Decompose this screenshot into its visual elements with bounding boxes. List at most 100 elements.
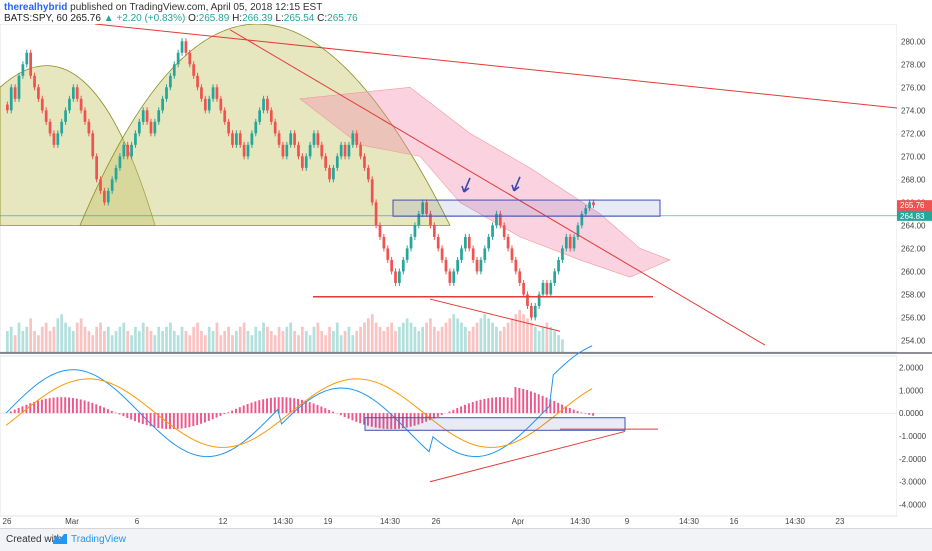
macd-histogram-bar	[258, 400, 260, 413]
candle-body	[29, 53, 32, 76]
volume-bar	[320, 331, 323, 352]
volume-bar	[161, 331, 164, 352]
open-value: 265.89	[199, 13, 230, 24]
candle-body	[91, 133, 94, 156]
volume-bar	[402, 323, 405, 352]
candle-body	[507, 237, 510, 249]
macd-histogram-bar	[262, 399, 264, 413]
candle-body	[119, 156, 122, 168]
volume-bar	[371, 314, 374, 352]
macd-histogram-bar	[10, 411, 12, 413]
macd-histogram-bar	[216, 413, 218, 417]
volume-bar	[146, 327, 149, 352]
candle-body	[367, 168, 370, 180]
time-tick-label: 19	[324, 517, 333, 526]
price-tick-label: 280.00	[901, 37, 926, 46]
macd-histogram-bar	[227, 412, 229, 413]
candle-body	[95, 156, 98, 179]
volume-bar	[185, 331, 188, 352]
macd-histogram-bar	[472, 402, 474, 413]
volume-bar	[406, 318, 409, 352]
candle-body	[394, 271, 397, 283]
macd-histogram-bar	[68, 397, 70, 413]
volume-bar	[274, 335, 277, 352]
price-chart[interactable]: 254.00256.00258.00260.00262.00264.00266.…	[0, 24, 932, 528]
price-tick-label: 268.00	[901, 175, 926, 184]
candle-body	[363, 156, 366, 168]
price-tick-label: 260.00	[901, 267, 926, 276]
candle-body	[282, 145, 285, 157]
macd-tick-label: 1.0000	[899, 386, 924, 395]
macd-tick-label: 0.0000	[899, 409, 924, 418]
candle-body	[223, 110, 226, 122]
candle-body	[402, 260, 405, 272]
candle-body	[192, 64, 195, 76]
author-name[interactable]: therealhybrid	[4, 2, 67, 13]
candle-body	[84, 110, 87, 122]
candle-body	[216, 87, 219, 99]
candle-body	[379, 225, 382, 237]
macd-histogram-bar	[301, 400, 303, 413]
candle-body	[10, 87, 13, 110]
candle-body	[270, 110, 273, 122]
candle-body	[386, 248, 389, 260]
macd-histogram-bar	[340, 413, 342, 415]
candle-body	[200, 87, 203, 99]
time-tick-label: 12	[219, 517, 228, 526]
macd-tick-label: -4.0000	[899, 501, 927, 510]
macd-histogram-bar	[49, 398, 51, 413]
candle-body	[530, 306, 533, 318]
candle-body	[557, 260, 560, 272]
volume-bar	[115, 331, 118, 352]
candle-body	[99, 179, 102, 191]
price-badge-text: 264.83	[900, 212, 925, 221]
volume-bar	[80, 318, 83, 352]
macd-histogram-bar	[530, 391, 532, 413]
volume-bar	[254, 327, 257, 352]
macd-histogram-bar	[107, 409, 109, 413]
tradingview-brand[interactable]: TradingView	[71, 534, 126, 545]
macd-histogram-bar	[219, 413, 221, 416]
candle-body	[336, 156, 339, 168]
candle-body	[340, 145, 343, 157]
macd-histogram-bar	[592, 413, 594, 416]
candle-body	[243, 145, 246, 157]
macd-histogram-bar	[580, 412, 582, 413]
volume-bar	[18, 323, 21, 352]
volume-bar	[247, 331, 250, 352]
footer: Created with TradingView	[0, 528, 932, 551]
macd-histogram-bar	[351, 413, 353, 420]
macd-histogram-bar	[266, 398, 268, 413]
candle-body	[262, 99, 265, 111]
candle-body	[301, 156, 304, 168]
macd-histogram-bar	[204, 413, 206, 422]
candle-body	[231, 133, 234, 145]
candle-body	[126, 145, 129, 157]
time-tick-label: Mar	[65, 517, 79, 526]
macd-histogram-bar	[169, 413, 171, 429]
volume-bar	[549, 327, 552, 352]
volume-bar	[64, 323, 67, 352]
macd-histogram-bar	[76, 399, 78, 414]
volume-bar	[60, 314, 63, 352]
volume-bar	[88, 331, 91, 352]
volume-bar	[348, 327, 351, 352]
volume-bar	[212, 331, 215, 352]
macd-histogram-bar	[588, 413, 590, 415]
candle-body	[235, 133, 238, 145]
volume-bar	[507, 323, 510, 352]
macd-histogram-bar	[18, 408, 20, 413]
macd-histogram-bar	[577, 411, 579, 413]
macd-histogram-bar	[348, 413, 350, 419]
volume-bar	[301, 327, 304, 352]
macd-histogram-bar	[499, 397, 501, 413]
volume-bar	[433, 327, 436, 352]
volume-bar	[49, 331, 52, 352]
candle-body	[278, 133, 281, 145]
candle-body	[383, 237, 386, 249]
volume-bar	[394, 331, 397, 352]
volume-bar	[367, 318, 370, 352]
volume-bar	[270, 331, 273, 352]
macd-histogram-bar	[122, 413, 124, 416]
last-price: 265.76	[70, 13, 101, 24]
